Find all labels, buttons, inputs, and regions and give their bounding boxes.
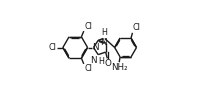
Text: Cl: Cl <box>84 22 92 31</box>
Text: N: N <box>90 56 97 65</box>
Text: Cl: Cl <box>133 23 141 32</box>
Text: NH₂: NH₂ <box>111 63 127 72</box>
Text: Cl: Cl <box>84 64 92 73</box>
Text: N: N <box>92 43 98 52</box>
Text: H: H <box>101 28 107 37</box>
Text: O: O <box>105 59 112 68</box>
Text: H: H <box>98 57 104 66</box>
Text: Cl: Cl <box>49 43 57 52</box>
Text: N: N <box>101 38 107 47</box>
